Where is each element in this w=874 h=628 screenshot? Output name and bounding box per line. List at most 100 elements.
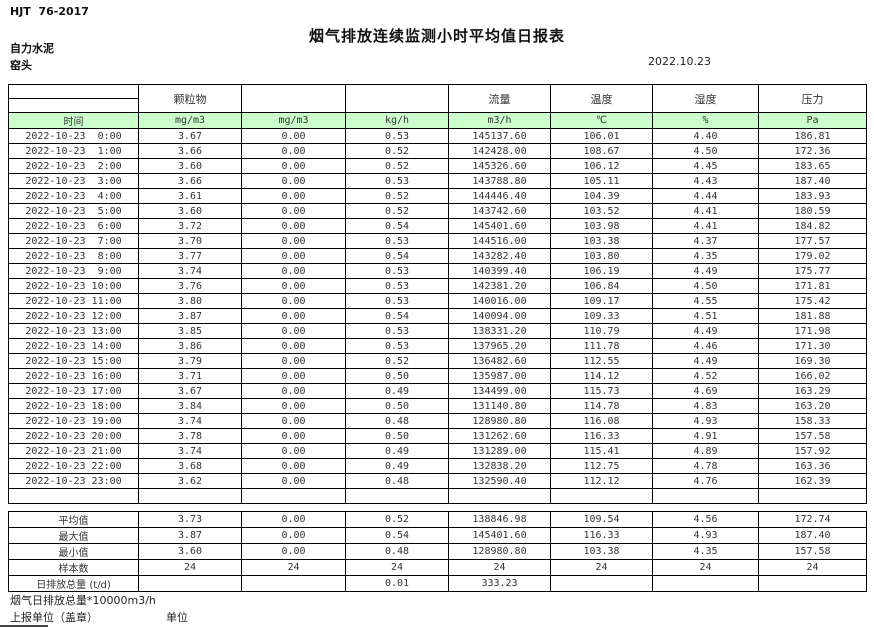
value-cell: 0.00 (241, 128, 346, 144)
value-cell: 179.02 (758, 248, 867, 264)
value-cell: 0.00 (241, 323, 346, 339)
value-cell: 105.11 (550, 173, 653, 189)
value-cell: 106.19 (550, 263, 653, 279)
time-header-split-cell (8, 84, 139, 113)
value-cell: 166.02 (758, 368, 867, 384)
value-cell: 3.86 (138, 338, 242, 354)
value-cell: 4.91 (652, 428, 759, 444)
value-cell: 177.57 (758, 233, 867, 249)
summary-value-cell: 3.60 (138, 543, 242, 560)
value-cell: 0.49 (345, 458, 449, 474)
value-cell: 3.72 (138, 218, 242, 234)
value-cell: 4.49 (652, 353, 759, 369)
summary-value-cell: 187.40 (758, 527, 867, 544)
value-cell: 162.39 (758, 473, 867, 489)
col-header-temperature: 温度 (550, 84, 653, 113)
table-row: 2022-10-23 8:00 3.77 0.00 0.54 143282.40 103.… (8, 248, 867, 264)
value-cell: 3.84 (138, 398, 242, 414)
value-cell: 3.66 (138, 143, 242, 159)
value-cell: 3.66 (138, 173, 242, 189)
value-cell: 4.35 (652, 248, 759, 264)
value-cell: 4.89 (652, 443, 759, 459)
value-cell: 3.67 (138, 128, 242, 144)
value-cell: 157.58 (758, 428, 867, 444)
value-cell: 0.00 (241, 398, 346, 414)
summary-label-cell: 平均值 (8, 511, 139, 528)
value-cell: 175.77 (758, 263, 867, 279)
value-cell: 0.00 (241, 158, 346, 174)
value-cell: 4.43 (652, 173, 759, 189)
summary-value-cell: 138846.98 (448, 511, 551, 528)
value-cell: 0.53 (345, 293, 449, 309)
value-cell: 112.55 (550, 353, 653, 369)
value-cell: 163.36 (758, 458, 867, 474)
value-cell: 140094.00 (448, 308, 551, 324)
summary-value-cell: 4.56 (652, 511, 759, 528)
time-cell: 2022-10-23 19:00 (8, 413, 139, 429)
value-cell: 137965.20 (448, 338, 551, 354)
value-cell: 4.83 (652, 398, 759, 414)
summary-row: 最小值 3.60 0.00 0.48 128980.80 103.38 4.35 157.58 (8, 543, 867, 560)
value-cell: 0.52 (345, 353, 449, 369)
summary-table: 平均值 3.73 0.00 0.52 138846.98 109.54 4.56 172.74… (8, 511, 867, 592)
value-cell: 132838.20 (448, 458, 551, 474)
value-cell: 145326.60 (448, 158, 551, 174)
daily-total-note: 烟气日排放总量*10000m3/h (10, 594, 156, 607)
col-header-blank-1 (241, 84, 346, 113)
value-cell: 103.52 (550, 203, 653, 219)
table-row: 2022-10-23 7:00 3.70 0.00 0.53 144516.00 103.… (8, 233, 867, 249)
value-cell: 157.92 (758, 443, 867, 459)
summary-value-cell: 0.01 (345, 575, 449, 592)
value-cell: 114.78 (550, 398, 653, 414)
time-cell: 2022-10-23 16:00 (8, 368, 139, 384)
value-cell: 4.41 (652, 203, 759, 219)
value-cell: 183.93 (758, 188, 867, 204)
value-cell: 136482.60 (448, 353, 551, 369)
unit-humidity: % (652, 112, 759, 129)
time-cell: 2022-10-23 10:00 (8, 278, 139, 294)
unit-particulate-mg: mg/m3 (138, 112, 242, 129)
value-cell: 4.46 (652, 338, 759, 354)
value-cell: 0.52 (345, 188, 449, 204)
time-cell: 2022-10-23 15:00 (8, 353, 139, 369)
value-cell: 4.78 (652, 458, 759, 474)
time-cell: 2022-10-23 14:00 (8, 338, 139, 354)
table-row: 2022-10-23 20:00 3.78 0.00 0.50 131262.60 116… (8, 428, 867, 444)
value-cell: 3.87 (138, 308, 242, 324)
company-name: 自力水泥 (10, 42, 54, 55)
table-row: 2022-10-23 17:00 3.67 0.00 0.49 134499.00 115… (8, 383, 867, 399)
value-cell: 131262.60 (448, 428, 551, 444)
time-cell: 2022-10-23 20:00 (8, 428, 139, 444)
value-cell: 0.00 (241, 263, 346, 279)
value-cell: 106.12 (550, 158, 653, 174)
value-cell: 131289.00 (448, 443, 551, 459)
value-cell: 0.54 (345, 218, 449, 234)
value-cell: 144446.40 (448, 188, 551, 204)
value-cell: 132590.40 (448, 473, 551, 489)
time-cell: 2022-10-23 21:00 (8, 443, 139, 459)
value-cell: 115.73 (550, 383, 653, 399)
value-cell: 108.67 (550, 143, 653, 159)
value-cell: 135987.00 (448, 368, 551, 384)
value-cell: 3.70 (138, 233, 242, 249)
cutoff-table-fragment (0, 625, 48, 627)
summary-value-cell: 116.33 (550, 527, 653, 544)
value-cell: 106.01 (550, 128, 653, 144)
time-cell: 2022-10-23 12:00 (8, 308, 139, 324)
time-cell: 2022-10-23 17:00 (8, 383, 139, 399)
value-cell: 142428.00 (448, 143, 551, 159)
report-table: 颗粒物 流量 温度 湿度 压力 时间 mg/m3 mg/m3 kg/h m3/h… (8, 84, 867, 504)
time-column-header: 时间 (8, 112, 139, 129)
value-cell: 4.44 (652, 188, 759, 204)
unit-temperature: ℃ (550, 112, 653, 129)
value-cell: 0.00 (241, 188, 346, 204)
value-cell: 181.88 (758, 308, 867, 324)
summary-label-cell: 最大值 (8, 527, 139, 544)
empty-cell (138, 488, 242, 504)
value-cell: 0.00 (241, 308, 346, 324)
value-cell: 0.53 (345, 323, 449, 339)
value-cell: 0.00 (241, 473, 346, 489)
value-cell: 171.98 (758, 323, 867, 339)
time-cell: 2022-10-23 22:00 (8, 458, 139, 474)
table-row: 2022-10-23 10:00 3.76 0.00 0.53 142381.20 106… (8, 278, 867, 294)
